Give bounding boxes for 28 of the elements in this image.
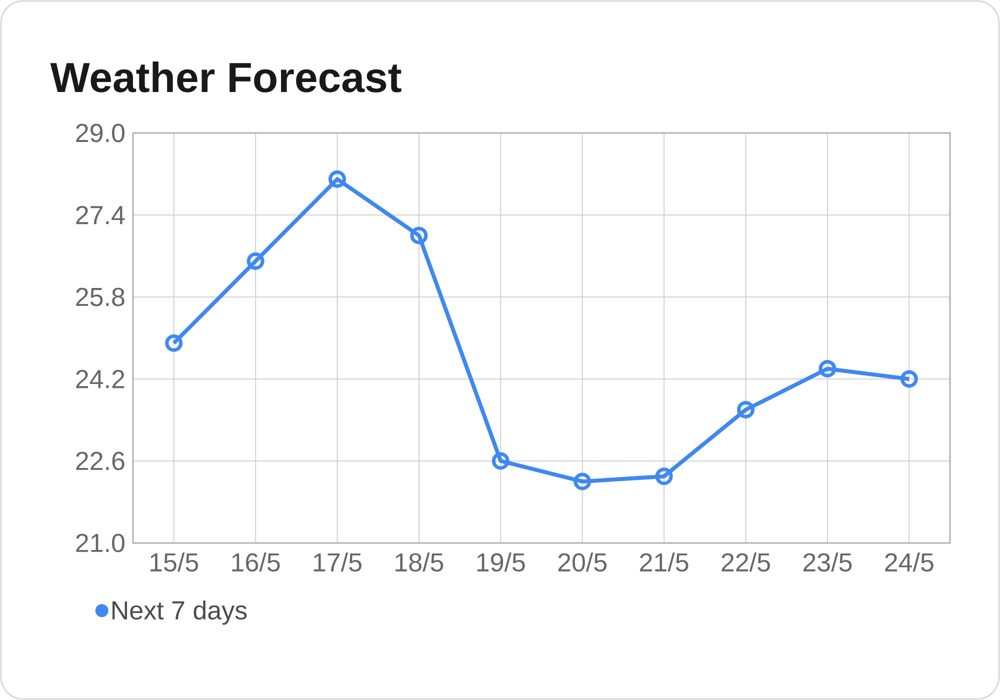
x-tick-label: 24/5 [885,552,934,572]
point [328,170,346,188]
point [655,468,673,486]
x-tick-label: 16/5 [232,552,280,572]
chart-title: Weather Forecast [50,62,402,92]
y-tick-label: 22.6 [76,452,124,470]
point [410,226,428,244]
y-tick-label: 27.4 [76,206,125,224]
x-tick-label: 20/5 [558,552,607,572]
point [737,400,755,418]
point [900,370,918,388]
x-tick-label: 15/5 [150,552,198,572]
x-tick-label: 22/5 [722,552,770,572]
y-tick-label: 21.0 [76,534,124,552]
point [818,360,836,378]
x-tick-label: 19/5 [477,552,525,572]
x-tick-label: 21/5 [640,552,688,572]
y-tick-label: 29.0 [76,124,124,142]
point [165,334,183,352]
y-tick-label: 24.2 [76,370,124,388]
x-tick-label: 18/5 [396,552,444,572]
point [246,252,264,270]
y-tick-label: 25.8 [76,288,124,306]
point [492,452,510,470]
point [574,472,592,490]
legend-label: Next 7 days [112,600,247,625]
x-tick-label: 23/5 [803,552,852,572]
x-tick-label: 17/5 [314,552,362,572]
